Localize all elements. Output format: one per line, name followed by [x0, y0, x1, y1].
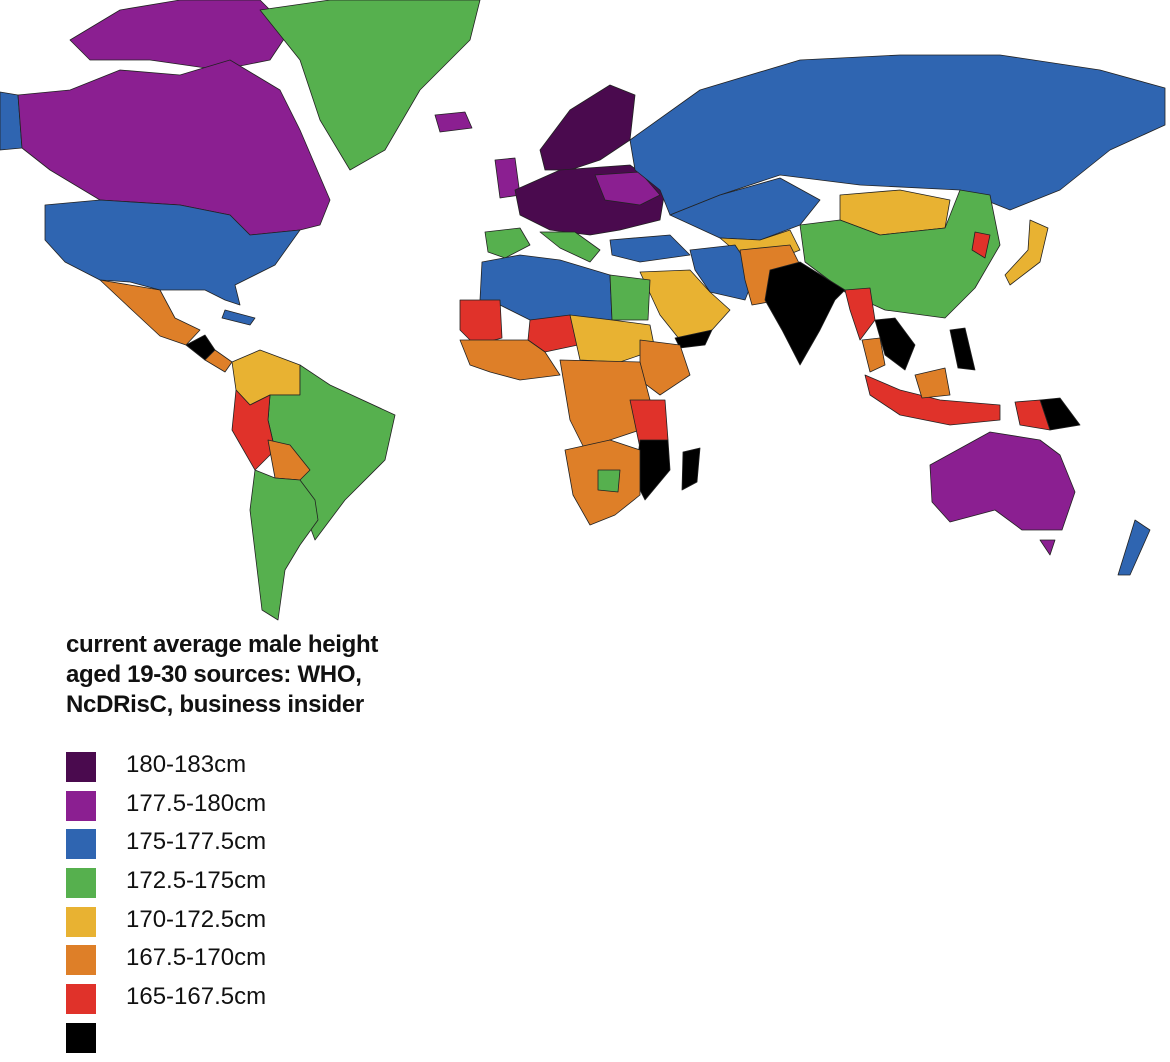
region-canada	[17, 59, 331, 236]
region-iceland	[434, 111, 473, 133]
region-iberia	[484, 227, 531, 259]
region-niger	[527, 314, 579, 353]
region-west-africa-coast	[459, 339, 561, 381]
legend-swatch	[66, 829, 96, 860]
region-china	[799, 189, 1001, 319]
region-australia	[929, 431, 1076, 531]
region-italy-balkans	[539, 231, 601, 263]
title-line-1: current average male height	[66, 631, 379, 658]
region-egypt	[609, 274, 651, 321]
region-thailand	[861, 337, 886, 373]
region-bolivia	[267, 439, 311, 481]
region-turkey	[609, 234, 691, 263]
region-arabia	[639, 269, 731, 341]
legend-label: 172.5-175cm	[126, 867, 267, 895]
legend-label: 167.5-170cm	[126, 944, 267, 972]
region-japan	[1004, 219, 1049, 286]
region-arctic-islands	[69, 0, 291, 71]
region-west-papua	[1014, 399, 1051, 431]
region-india	[764, 261, 846, 366]
region-southern-cone	[249, 469, 319, 621]
region-greenland	[259, 0, 481, 171]
region-ethiopia	[639, 339, 691, 396]
legend-swatch	[66, 1022, 96, 1053]
legend-label: 170-172.5cm	[126, 905, 267, 933]
legend-swatch	[66, 945, 96, 976]
legend-label: 177.5-180cm	[126, 789, 267, 817]
legend-swatch	[66, 790, 96, 821]
region-peru	[231, 389, 276, 471]
legend-label: 180-183cm	[126, 751, 247, 778]
world-map	[0, 0, 1166, 621]
title-line-2: aged 19-30 sources: WHO,	[66, 661, 362, 688]
region-scandinavia	[539, 84, 636, 171]
region-indonesia	[864, 374, 1001, 426]
region-philippines	[949, 327, 976, 371]
region-caribbean	[221, 309, 256, 326]
region-west-africa-red	[459, 299, 503, 346]
legend-label: 175-177.5cm	[126, 828, 267, 856]
legend-swatch	[66, 984, 96, 1015]
region-ukraine	[594, 171, 661, 206]
legend-label: 165-167.5cm	[126, 983, 267, 1011]
region-usa	[44, 199, 301, 306]
map-title: current average male height aged 19-30 s…	[66, 630, 378, 720]
region-myanmar	[844, 287, 876, 341]
region-botswana	[597, 469, 621, 493]
region-iran	[689, 244, 756, 301]
region-mexico	[99, 279, 201, 346]
legend-swatch	[66, 906, 96, 937]
legend-swatch	[66, 752, 96, 782]
region-new-zealand	[1117, 519, 1151, 576]
region-indochina	[874, 317, 916, 371]
legend-swatch	[66, 868, 96, 899]
region-madagascar	[681, 447, 701, 491]
title-line-3: NcDRisC, business insider	[66, 691, 364, 718]
region-borneo	[914, 367, 951, 399]
region-korea	[971, 231, 991, 259]
region-tasmania	[1039, 539, 1056, 556]
